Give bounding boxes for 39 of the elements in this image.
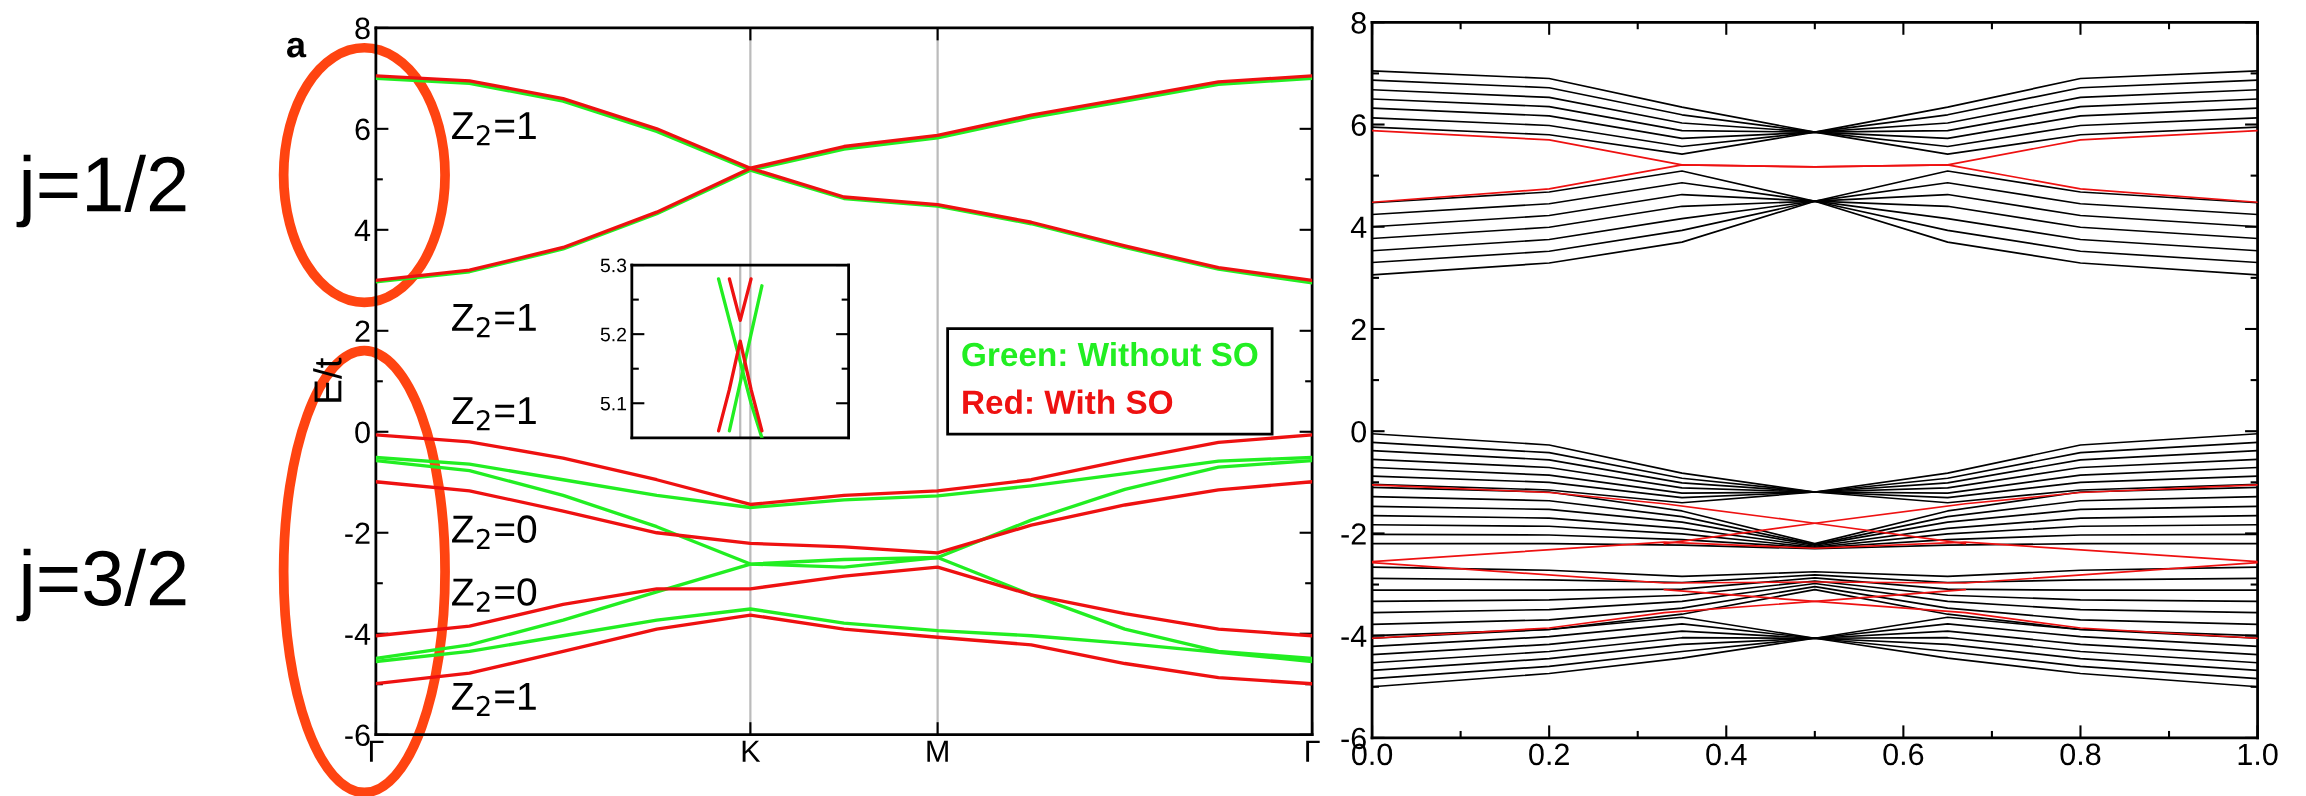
- y-tick-label: 4: [354, 219, 371, 241]
- y-tick-label: 2: [1351, 318, 1366, 341]
- y-tick-label: -4: [1341, 625, 1367, 647]
- y-tick-label: 5.2: [600, 327, 627, 342]
- y-tick-label: 6: [1351, 114, 1366, 136]
- text: a: [287, 37, 307, 58]
- x-tick-label: 0.6: [1883, 743, 1924, 766]
- y-tick-label: 0: [355, 421, 370, 444]
- y-tick-label: 8: [355, 17, 370, 40]
- y-tick-label: -2: [345, 522, 370, 544]
- y-tick-label: -2: [1341, 523, 1366, 545]
- text: Red: With SO: [963, 389, 1173, 415]
- x-tick-label: 0.2: [1529, 743, 1569, 766]
- x-tick-label: M: [927, 740, 948, 762]
- x-tick-label: 0.4: [1706, 743, 1747, 766]
- x-tick-label: Γ: [1306, 740, 1320, 762]
- annotation: Z$_{2}$=1: [452, 304, 536, 338]
- y-tick-label: 0: [1351, 420, 1367, 443]
- y-tick-label: 5.3: [600, 258, 627, 273]
- text: Green: Without SO: [962, 341, 1258, 367]
- x-tick-label: 1.0: [2238, 743, 2278, 766]
- annotation: Z$_{2}$=0: [452, 515, 537, 549]
- y-axis-title: E/t: [313, 357, 342, 402]
- y-tick-label: 8: [1351, 12, 1366, 34]
- x-tick-label: K: [742, 740, 761, 762]
- x-tick-label: 0.8: [2060, 743, 2101, 766]
- x-tick-label: Γ: [369, 740, 384, 762]
- y-tick-label: 5.1: [600, 396, 627, 411]
- text: j=1/2: [16, 154, 186, 228]
- y-tick-label: -6: [345, 724, 370, 747]
- text: j=3/2: [16, 548, 186, 622]
- annotation: Z$_{2}$=1: [452, 112, 536, 146]
- y-tick-label: 4: [1350, 216, 1367, 238]
- y-tick-label: 2: [355, 320, 370, 342]
- annotation: Z$_{2}$=1: [452, 682, 536, 717]
- annotation: Z$_{2}$=1: [452, 397, 536, 431]
- y-tick-label: 6: [355, 118, 370, 141]
- annotation: Z$_{2}$=0: [452, 578, 537, 612]
- y-tick-label: -4: [345, 623, 371, 645]
